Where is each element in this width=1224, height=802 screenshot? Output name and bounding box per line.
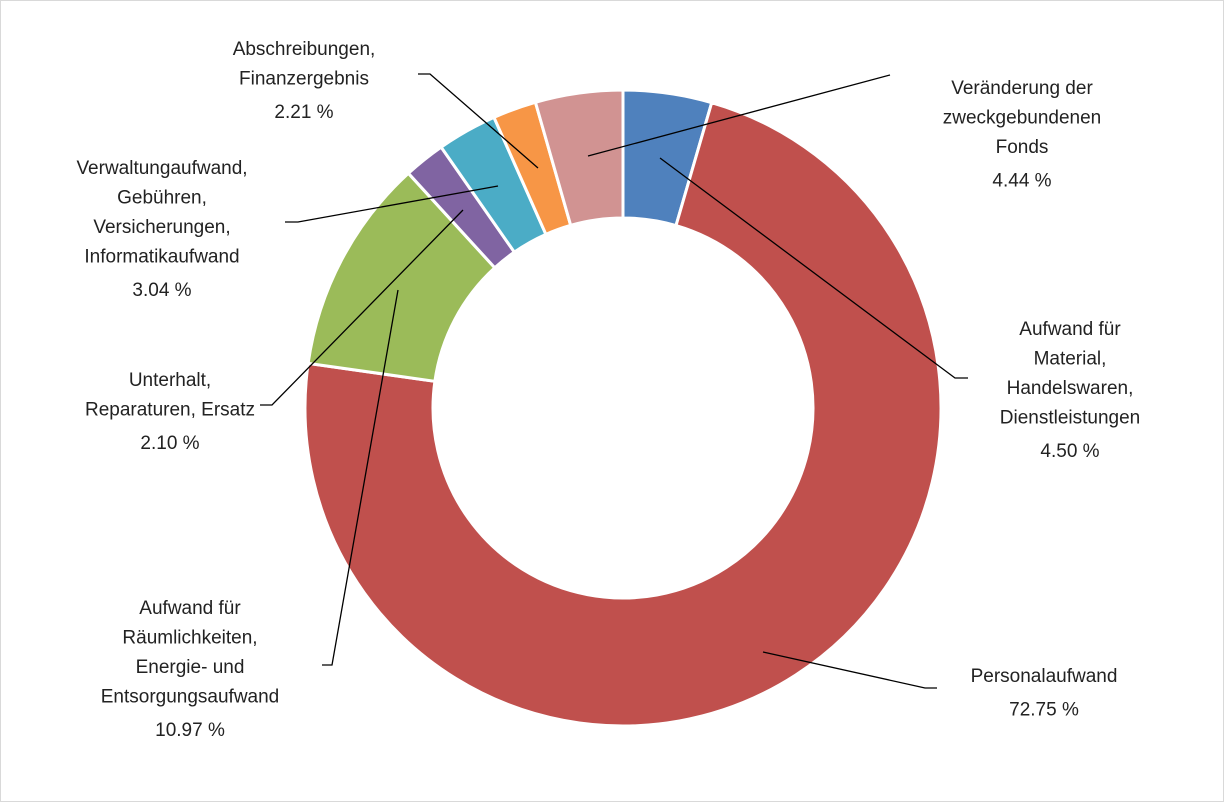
slice-label: Personalaufwand <box>971 666 1118 687</box>
slice-label: Veränderung der zweckgebundenen Fonds <box>943 78 1101 158</box>
value-label: 72.75 % <box>1009 700 1079 721</box>
donut-segment <box>533 88 625 228</box>
leader-line <box>762 651 937 689</box>
value-label: 4.44 % <box>992 171 1051 192</box>
slice-label: Verwaltungaufwand, Gebühren, Versicherunge… <box>76 158 247 268</box>
value-label: 2.21 % <box>274 102 333 123</box>
value-label: 2.10 % <box>140 433 199 454</box>
leader-line <box>285 185 499 223</box>
leader-line <box>587 74 891 157</box>
leader-line <box>322 289 399 666</box>
leader-line <box>659 157 968 379</box>
donut-segment <box>303 100 943 728</box>
value-label: 10.97 % <box>155 720 225 741</box>
slice-label: Abschreibungen, Finanzergebnis <box>233 39 376 90</box>
value-label: 3.04 % <box>132 280 191 301</box>
value-label: 4.50 % <box>1040 441 1099 462</box>
leader-line <box>260 209 464 406</box>
slice-label: Aufwand für Räumlichkeiten, Energie- und En… <box>101 598 280 708</box>
slice-label: Unterhalt, Reparaturen, Ersatz <box>85 370 255 421</box>
leader-line <box>418 73 539 169</box>
slice-label: Aufwand für Material, Handelswaren, Dienstl… <box>1000 319 1140 429</box>
